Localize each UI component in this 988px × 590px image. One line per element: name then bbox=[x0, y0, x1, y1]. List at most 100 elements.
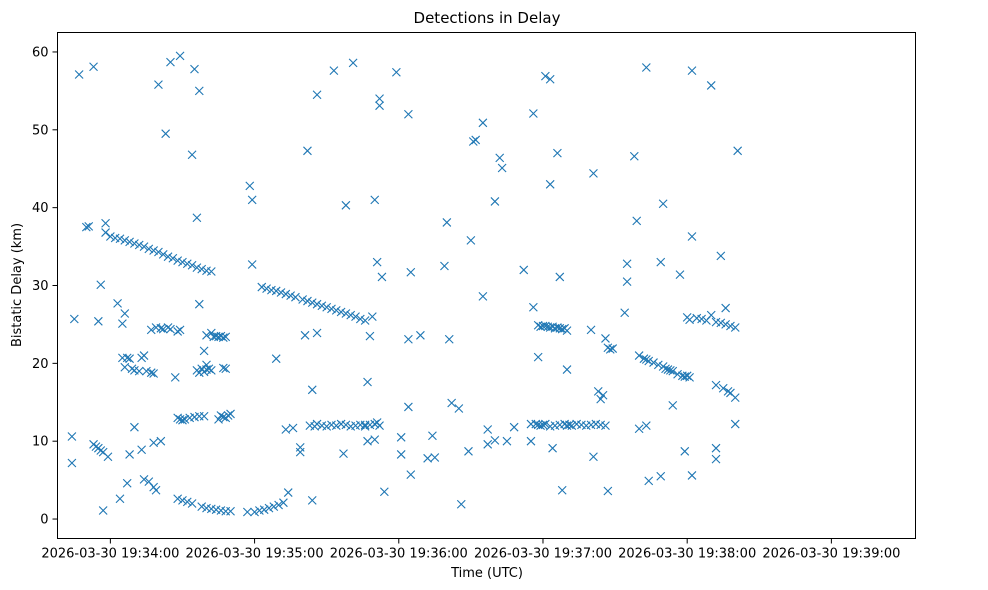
data-point bbox=[175, 51, 185, 61]
data-point bbox=[264, 503, 274, 513]
data-point bbox=[596, 394, 606, 404]
data-point bbox=[536, 421, 545, 431]
data-point bbox=[540, 71, 550, 81]
data-point bbox=[372, 257, 382, 267]
data-point bbox=[526, 436, 536, 446]
data-point bbox=[170, 372, 180, 382]
x-tick-label: 2026-03-30 19:36:00 bbox=[330, 547, 468, 562]
data-point bbox=[199, 346, 209, 356]
data-point bbox=[122, 478, 132, 488]
data-point bbox=[303, 296, 312, 306]
data-point bbox=[312, 299, 322, 309]
data-point bbox=[322, 302, 332, 312]
x-tick-label: 2026-03-30 19:34:00 bbox=[41, 547, 179, 562]
data-point bbox=[312, 328, 322, 338]
data-point bbox=[363, 377, 372, 387]
data-markers bbox=[67, 51, 743, 517]
data-point bbox=[656, 257, 666, 267]
data-point bbox=[562, 326, 572, 336]
data-point bbox=[327, 304, 336, 314]
data-point bbox=[137, 445, 147, 455]
data-point bbox=[175, 325, 185, 335]
data-point bbox=[120, 309, 130, 318]
data-point bbox=[567, 421, 577, 431]
data-point bbox=[721, 303, 731, 313]
data-point bbox=[158, 324, 168, 334]
data-point bbox=[257, 282, 267, 292]
data-point bbox=[173, 327, 183, 336]
data-point bbox=[146, 325, 156, 335]
data-point bbox=[67, 458, 77, 468]
data-point bbox=[204, 364, 214, 374]
chart-title: Detections in Delay bbox=[414, 9, 561, 27]
data-point bbox=[307, 385, 317, 395]
data-point bbox=[271, 354, 281, 364]
data-point bbox=[279, 498, 288, 508]
data-point bbox=[644, 476, 654, 486]
data-point bbox=[105, 232, 115, 241]
data-point bbox=[404, 402, 413, 412]
data-point bbox=[98, 506, 108, 515]
data-point bbox=[202, 330, 211, 340]
x-tick-label: 2026-03-30 19:35:00 bbox=[186, 547, 324, 562]
data-point bbox=[283, 488, 293, 497]
data-point bbox=[281, 289, 291, 299]
data-point bbox=[375, 101, 384, 111]
data-point bbox=[620, 308, 630, 318]
data-point bbox=[495, 153, 505, 163]
data-point bbox=[687, 232, 697, 241]
data-point bbox=[202, 360, 211, 370]
data-point bbox=[218, 333, 228, 343]
data-point bbox=[483, 425, 493, 434]
data-point bbox=[603, 486, 613, 496]
data-point bbox=[360, 422, 370, 431]
data-point bbox=[192, 213, 202, 223]
data-point bbox=[149, 369, 159, 378]
data-point bbox=[351, 312, 360, 322]
data-point bbox=[168, 253, 178, 263]
data-point bbox=[101, 218, 110, 228]
data-point bbox=[545, 74, 555, 84]
data-point bbox=[286, 291, 296, 301]
data-point bbox=[197, 264, 207, 274]
data-point bbox=[404, 334, 413, 344]
data-point bbox=[396, 450, 406, 459]
data-point bbox=[130, 239, 139, 248]
data-point bbox=[490, 197, 500, 206]
data-point bbox=[608, 344, 618, 353]
data-point bbox=[483, 439, 493, 449]
data-point bbox=[723, 386, 733, 396]
data-point bbox=[428, 431, 437, 441]
data-point bbox=[341, 309, 351, 318]
x-axis: 2026-03-30 19:34:00 2026-03-30 19:35:00 20… bbox=[41, 538, 900, 562]
data-point bbox=[656, 471, 666, 481]
x-tick-label: 2026-03-30 19:38:00 bbox=[618, 547, 756, 562]
data-point bbox=[557, 485, 567, 495]
data-point bbox=[555, 272, 565, 282]
data-point bbox=[634, 351, 644, 360]
data-point bbox=[69, 314, 79, 324]
data-point bbox=[370, 435, 380, 445]
data-point bbox=[528, 109, 538, 118]
data-point bbox=[178, 257, 187, 267]
data-point bbox=[711, 380, 721, 390]
y-tick-label: 0 bbox=[40, 513, 48, 528]
data-point bbox=[471, 135, 481, 145]
data-point bbox=[360, 316, 370, 325]
data-point bbox=[716, 318, 726, 328]
data-point bbox=[406, 470, 416, 480]
data-point bbox=[122, 353, 132, 363]
data-point bbox=[348, 58, 358, 68]
data-point bbox=[478, 292, 488, 301]
data-point bbox=[206, 267, 216, 276]
data-point bbox=[81, 222, 91, 232]
data-point bbox=[430, 453, 440, 462]
data-point bbox=[730, 419, 740, 429]
data-point bbox=[298, 295, 308, 304]
data-point bbox=[663, 365, 673, 374]
data-point bbox=[149, 438, 159, 448]
data-point bbox=[379, 487, 389, 497]
data-point bbox=[545, 179, 555, 189]
data-point bbox=[206, 328, 216, 338]
data-point bbox=[553, 148, 562, 158]
